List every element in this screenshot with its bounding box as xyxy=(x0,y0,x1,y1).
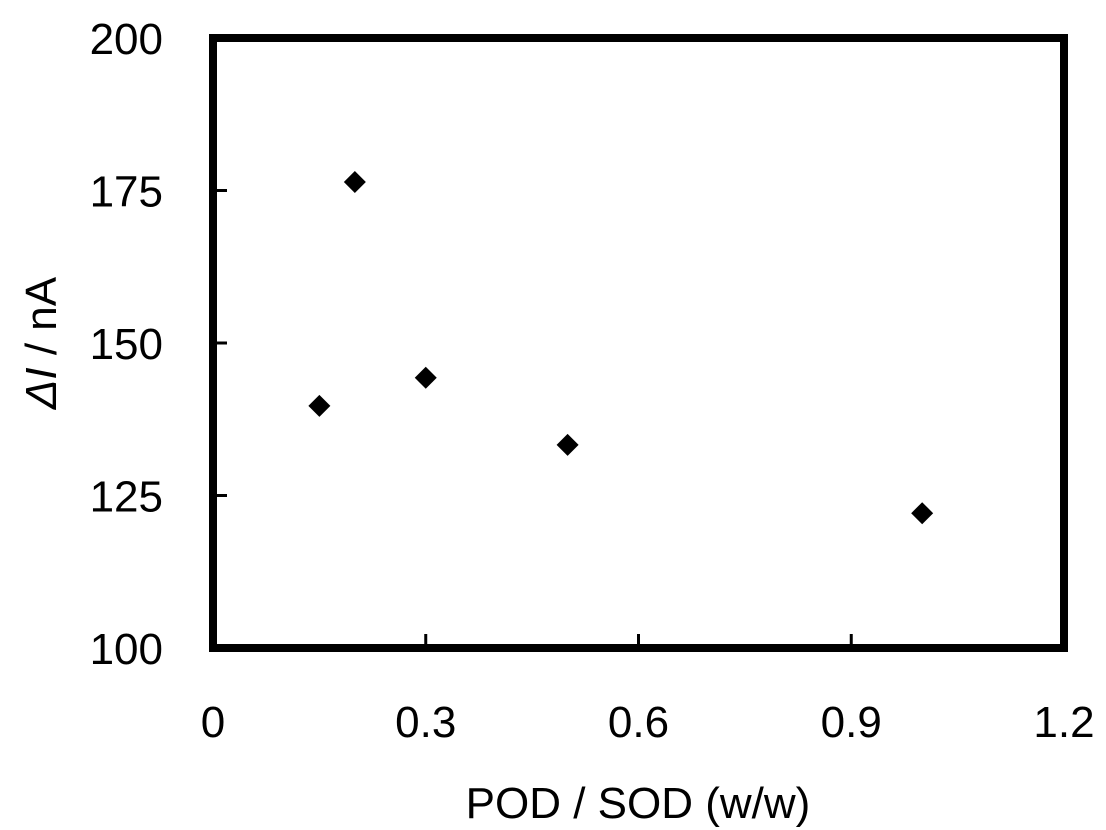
data-point-marker xyxy=(308,394,331,417)
y-tick-label: 175 xyxy=(90,168,163,217)
y-tick-label: 100 xyxy=(90,625,163,674)
x-tick-label: 0.6 xyxy=(608,698,669,747)
y-axis-title: ΔI / nA xyxy=(17,276,66,410)
x-tick-label: 1.2 xyxy=(1033,698,1094,747)
data-point-marker xyxy=(911,502,934,525)
data-markers xyxy=(308,170,934,525)
y-axis-ticks: 100 125 150 175 200 xyxy=(90,15,227,674)
x-tick-label: 0.3 xyxy=(395,698,456,747)
y-tick-label: 150 xyxy=(90,320,163,369)
data-point-marker xyxy=(343,170,366,193)
y-axis-title-symbol: ΔI xyxy=(17,367,66,410)
x-axis-ticks: 0 0.3 0.6 0.9 1.2 xyxy=(201,634,1095,747)
x-tick-label: 0.9 xyxy=(821,698,882,747)
y-axis-title-unit: / nA xyxy=(17,276,66,367)
y-tick-label: 125 xyxy=(90,473,163,522)
plot-frame xyxy=(209,34,1068,652)
data-point-marker xyxy=(556,433,579,456)
x-axis-title: POD / SOD (w/w) xyxy=(466,779,811,828)
y-tick-label: 200 xyxy=(90,15,163,64)
data-point-marker xyxy=(414,366,437,389)
x-tick-label: 0 xyxy=(201,698,225,747)
